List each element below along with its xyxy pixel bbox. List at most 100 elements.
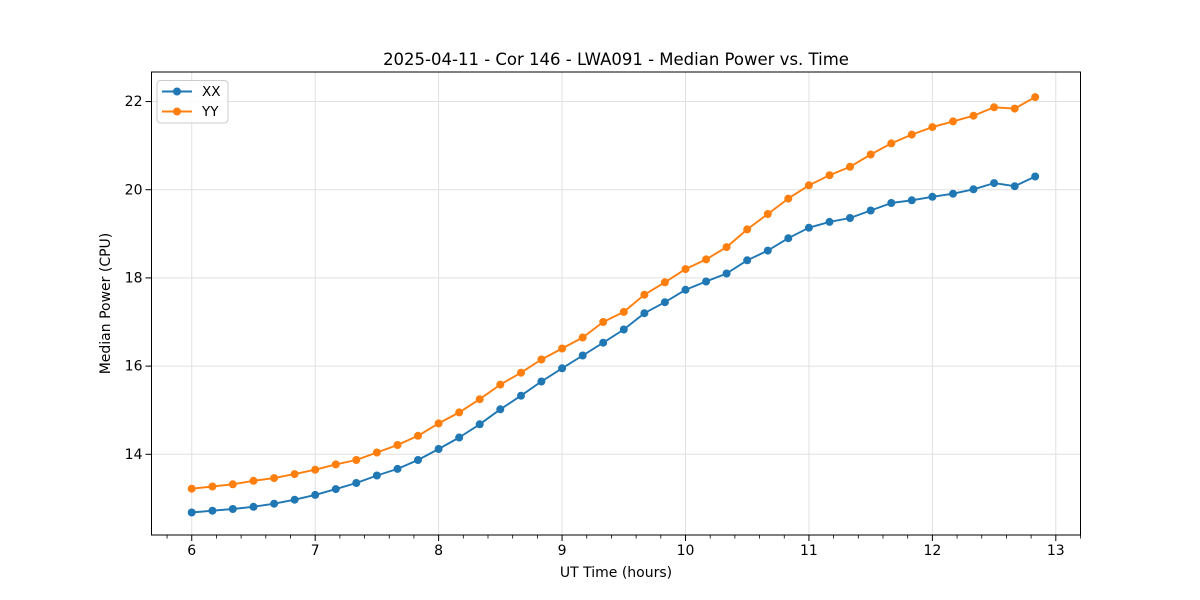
x-tick-label: 9 [558, 543, 567, 559]
data-point [763, 246, 772, 255]
plot-border [151, 71, 1081, 536]
data-point [928, 123, 937, 132]
legend-item-xx: XX [162, 84, 221, 100]
y-axis-label: Median Power (CPU) [98, 233, 114, 375]
data-point [517, 391, 525, 400]
data-point [743, 256, 752, 265]
data-point [887, 139, 896, 148]
y-tick-label: 14 [125, 447, 143, 463]
data-point [578, 333, 587, 342]
data-point [660, 278, 669, 287]
data-point [434, 419, 443, 428]
x-tick-label: 10 [677, 543, 695, 559]
data-point [743, 225, 752, 234]
legend-marker [173, 107, 181, 116]
data-point [331, 485, 340, 494]
data-point [537, 377, 546, 386]
x-tick-label: 6 [187, 543, 196, 559]
data-point [619, 307, 628, 316]
data-point [249, 502, 258, 511]
data-point [414, 431, 422, 440]
data-point [804, 223, 813, 232]
data-point [578, 351, 587, 360]
chart-title: 2025-04-11 - Cor 146 - LWA091 - Median P… [383, 50, 849, 69]
x-tick-label: 8 [434, 543, 443, 559]
x-axis-label: UT Time (hours) [560, 565, 672, 581]
y-tick-label: 20 [125, 182, 143, 198]
data-point [846, 214, 854, 222]
data-point [475, 395, 484, 404]
data-point [455, 408, 464, 417]
data-point [722, 243, 731, 252]
data-point [681, 265, 690, 274]
data-point [784, 194, 793, 203]
data-point [270, 499, 279, 508]
data-point [640, 309, 649, 318]
data-point [887, 199, 896, 207]
data-point [475, 420, 484, 429]
series-yy [187, 93, 1040, 493]
grid-layer [151, 72, 1081, 535]
x-tick-label: 13 [1047, 543, 1065, 559]
data-point [311, 490, 320, 499]
data-point [949, 189, 957, 198]
data-point [372, 448, 381, 457]
data-point [928, 192, 937, 201]
data-point [228, 480, 237, 489]
data-point [434, 445, 443, 453]
data-point [270, 474, 279, 483]
data-point [907, 130, 916, 139]
y-tick-label: 16 [125, 359, 143, 375]
data-point [640, 290, 649, 299]
data-point [619, 325, 628, 334]
x-tick-label: 12 [923, 543, 941, 559]
x-tick-label: 7 [311, 543, 320, 559]
data-point [825, 171, 834, 180]
series-xx [187, 172, 1040, 517]
data-point [763, 210, 772, 218]
data-point [969, 111, 978, 120]
legend-label: YY [201, 104, 219, 120]
legend: XX YY [156, 80, 229, 124]
data-point [866, 150, 875, 159]
data-point [331, 460, 340, 469]
data-point [866, 206, 875, 215]
data-point [804, 181, 813, 190]
data-point [1031, 93, 1040, 102]
axes-layer [145, 71, 1081, 541]
data-point [558, 344, 567, 353]
data-point [660, 298, 669, 307]
data-point [311, 465, 320, 474]
data-point [681, 285, 690, 294]
data-point [907, 196, 916, 205]
data-point [722, 269, 731, 278]
data-point [1010, 182, 1019, 191]
y-tick-label: 18 [125, 271, 143, 287]
data-point [187, 508, 196, 517]
data-point [969, 185, 978, 194]
data-point [372, 471, 381, 480]
data-point [414, 456, 422, 464]
data-point [517, 368, 525, 377]
data-point [949, 117, 957, 126]
data-point [455, 433, 464, 442]
series-layer [187, 93, 1040, 517]
x-tick-label: 11 [800, 543, 818, 559]
data-point [393, 441, 402, 449]
legend-item-yy: YY [162, 104, 219, 120]
data-point [990, 179, 999, 188]
data-point [393, 464, 402, 473]
data-point [208, 506, 217, 515]
data-point [496, 380, 505, 389]
data-point [784, 234, 793, 243]
data-point [846, 162, 854, 171]
data-point [228, 505, 237, 513]
data-point [352, 479, 361, 487]
data-point [599, 318, 608, 326]
data-point [208, 482, 217, 491]
data-point [702, 277, 711, 286]
data-point [1031, 172, 1040, 181]
legend-label: XX [202, 84, 221, 100]
